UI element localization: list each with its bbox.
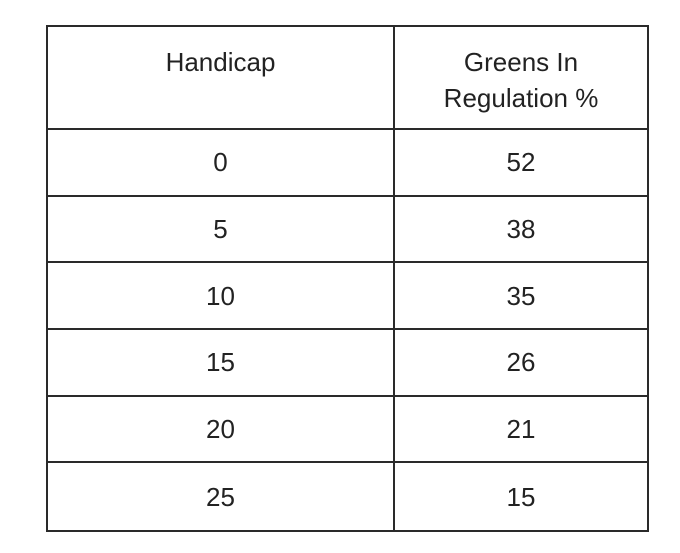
- header-label: Handicap: [165, 47, 276, 77]
- table-cell-gir: 26: [395, 330, 647, 397]
- table-cell-handicap: 10: [48, 263, 395, 330]
- table-cell-handicap: 0: [48, 130, 395, 197]
- header-cell-greens-in-regulation: Greens In Regulation %: [395, 27, 647, 130]
- table-cell-gir: 52: [395, 130, 647, 197]
- table-cell-gir: 21: [395, 397, 647, 464]
- header-cell-handicap: Handicap: [48, 27, 395, 130]
- header-label: Greens In Regulation %: [443, 47, 599, 113]
- data-table: Handicap Greens In Regulation % 0 52 5 3…: [46, 25, 649, 532]
- table-cell-handicap: 20: [48, 396, 395, 464]
- table-cell-gir: 35: [395, 263, 647, 330]
- table-cell-gir: 38: [395, 197, 647, 264]
- table-cell-gir: 15: [506, 481, 536, 512]
- table-cell-handicap: 25: [48, 463, 395, 530]
- table-cell-handicap: 15: [48, 329, 395, 397]
- table-cell-handicap: 5: [48, 196, 395, 264]
